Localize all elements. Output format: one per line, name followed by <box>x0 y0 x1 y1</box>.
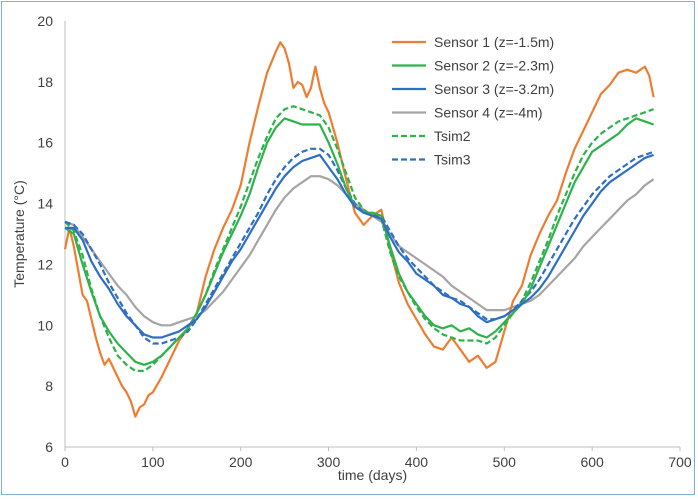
x-tick-label: 100 <box>141 454 165 470</box>
legend-label-4: Sensor 4 (z=-4m) <box>434 105 543 121</box>
x-tick-label: 0 <box>61 454 69 470</box>
y-tick-label: 20 <box>37 13 53 29</box>
x-tick-label: 600 <box>580 454 604 470</box>
x-axis-label: time (days) <box>338 467 407 483</box>
y-axis-label: Temperature (°C) <box>11 180 27 288</box>
y-tick-label: 14 <box>37 196 53 212</box>
x-tick-label: 400 <box>405 454 429 470</box>
x-tick-label: 300 <box>317 454 341 470</box>
y-tick-label: 10 <box>37 317 53 333</box>
y-tick-label: 16 <box>37 135 53 151</box>
legend-label-6: Tsim3 <box>434 152 471 168</box>
plot-area <box>63 41 655 418</box>
y-tick-label: 18 <box>37 74 53 90</box>
y-tick-label: 12 <box>37 256 53 272</box>
series-line-1 <box>63 41 655 418</box>
legend-label-5: Tsim2 <box>434 128 471 144</box>
series-line-3 <box>65 153 654 339</box>
x-tick-label: 500 <box>493 454 517 470</box>
legend-label-3: Sensor 3 (z=-3.2m) <box>434 81 554 97</box>
legend-label-1: Sensor 1 (z=-1.5m) <box>434 34 554 50</box>
x-tick-label: 200 <box>229 454 253 470</box>
x-tick-label: 700 <box>668 454 692 470</box>
series-line-5 <box>64 105 654 372</box>
legend: Sensor 1 (z=-1.5m) Sensor 2 (z=-2.3m) Sens… <box>392 34 554 168</box>
legend-label-2: Sensor 2 (z=-2.3m) <box>434 58 554 74</box>
series-line-2 <box>64 117 654 366</box>
series-line-4 <box>64 175 655 327</box>
y-tick-label: 6 <box>45 439 53 455</box>
series-line-6 <box>64 147 654 345</box>
y-tick-label: 8 <box>45 378 53 394</box>
